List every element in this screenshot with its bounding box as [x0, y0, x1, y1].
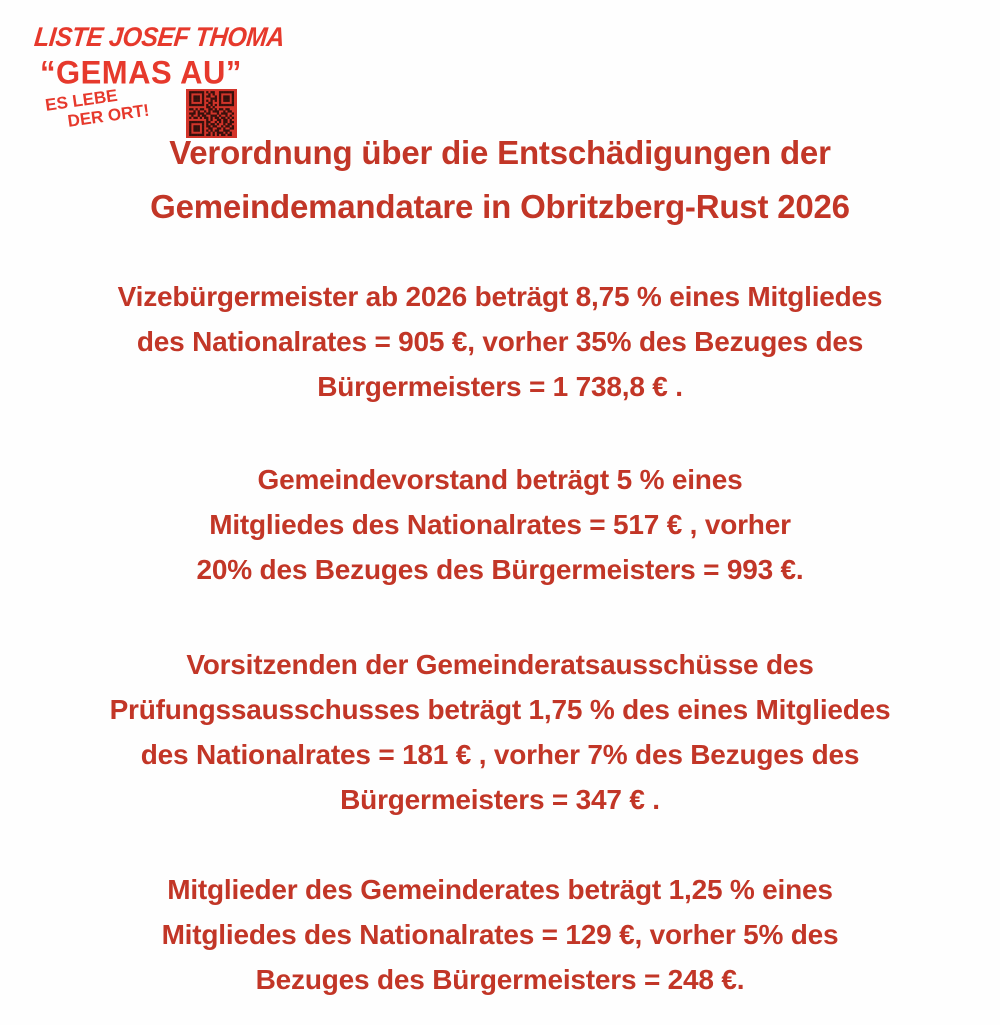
paragraph-vorsitzende-ausschuesse: Vorsitzenden der Gemeinderatsausschüsse … [109, 649, 891, 815]
paragraph-mitglieder-gemeinderat: Mitglieder des Gemeinderates beträgt 1,2… [161, 874, 839, 995]
paragraph-vizebuergermeister: Vizebürgermeister ab 2026 beträgt 8,75 %… [117, 281, 883, 402]
logo-party-name: “GEMAS AU” [40, 54, 242, 91]
logo-list-name: LISTE JOSEF THOMA [32, 22, 286, 53]
qr-code-icon [186, 89, 237, 138]
page-title: Verordnung über die Entschädigungen der … [150, 134, 850, 225]
paragraph-gemeindevorstand: Gemeindevorstand beträgt 5 % eines Mitgl… [196, 464, 804, 585]
